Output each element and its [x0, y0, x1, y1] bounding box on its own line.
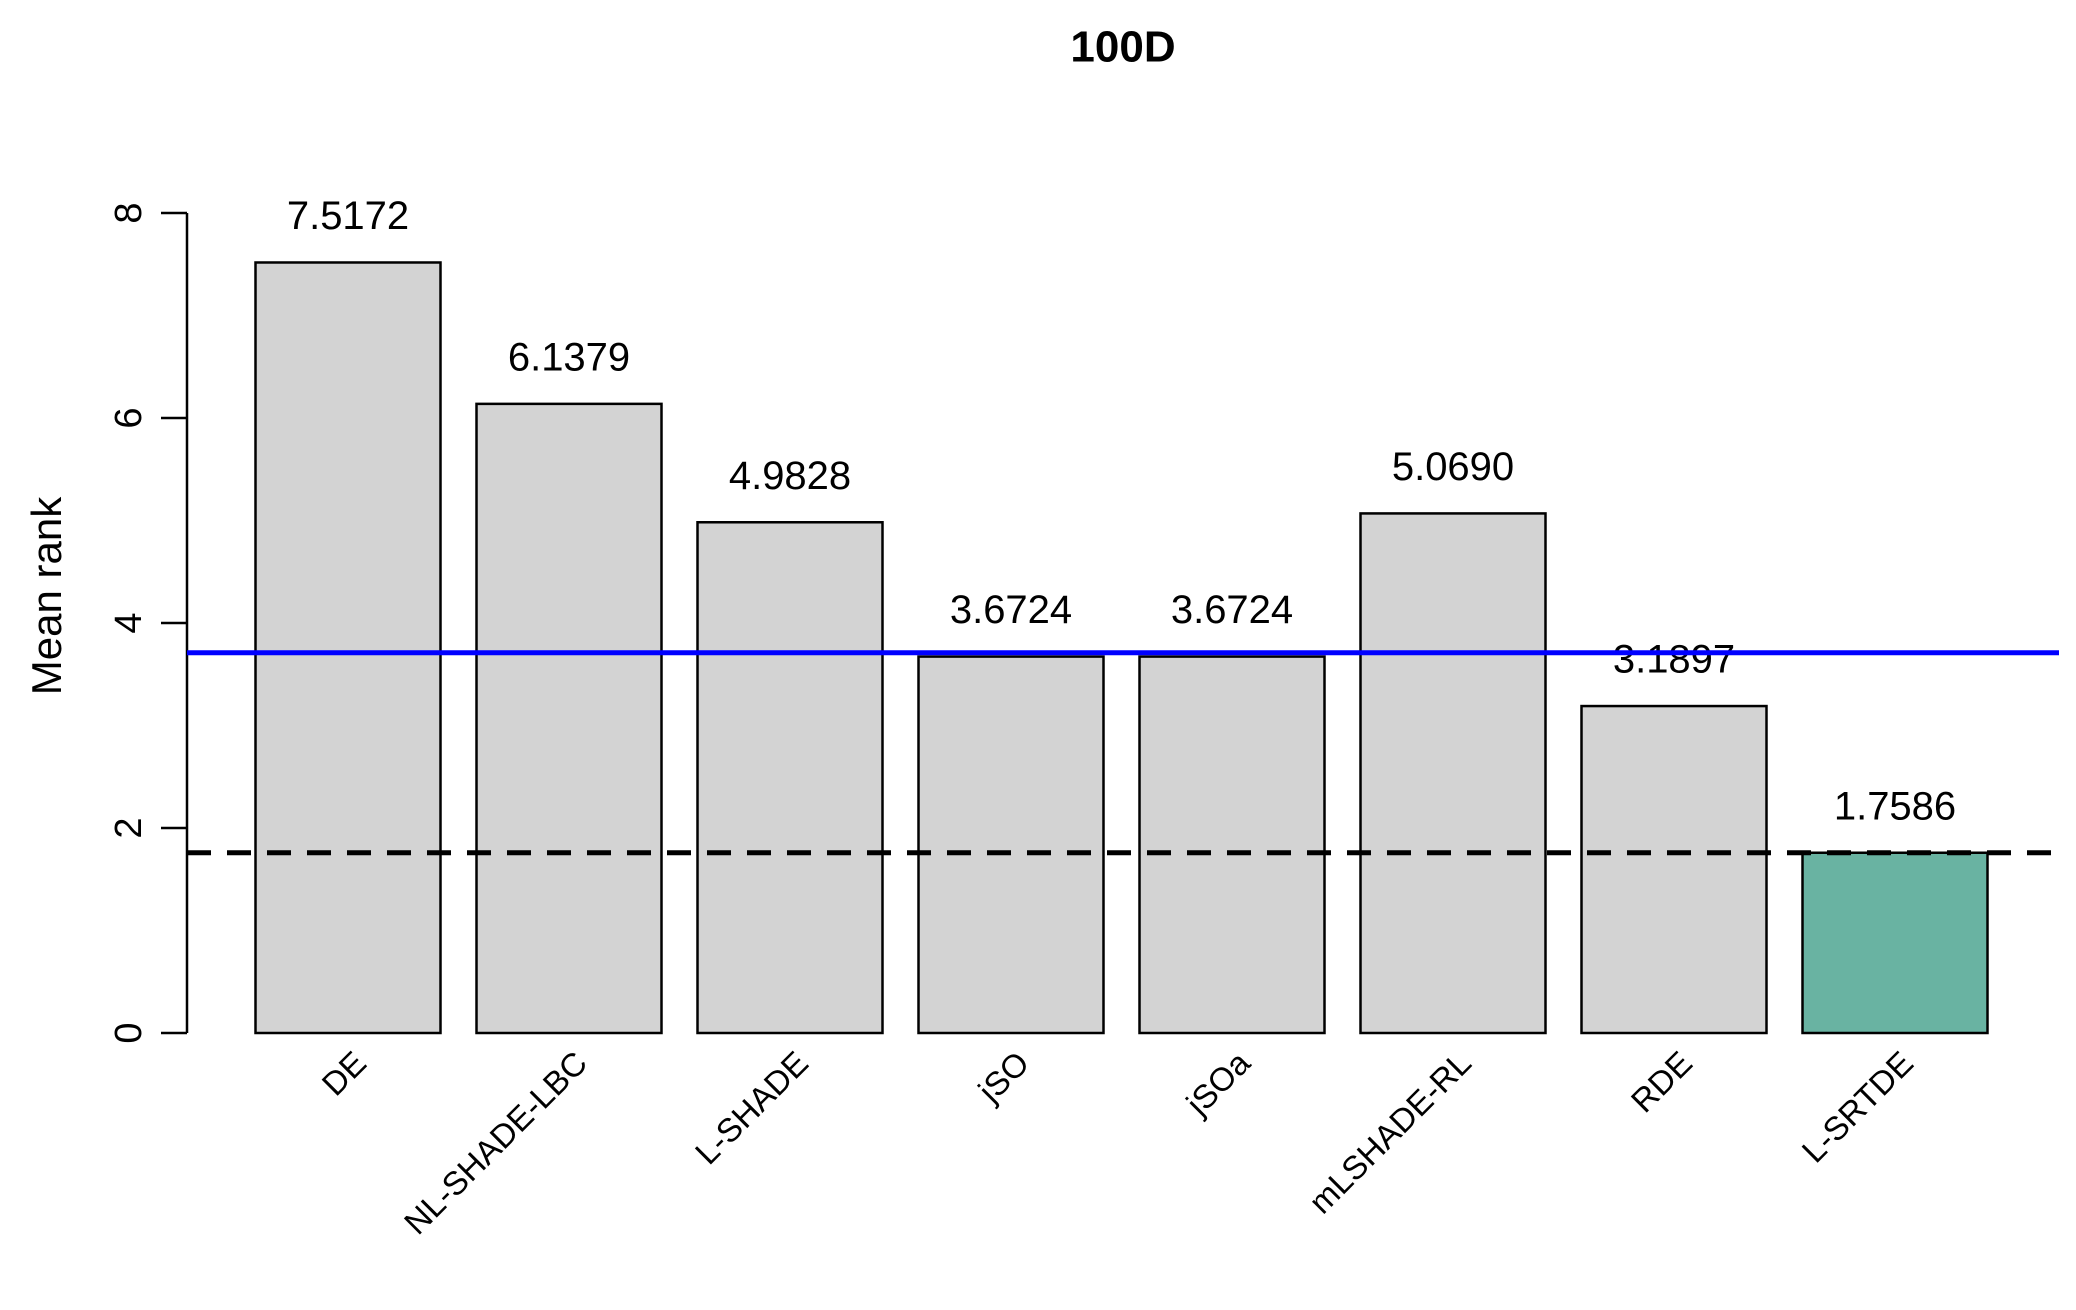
value-label: 1.7586 [1834, 784, 1956, 828]
bar [696, 521, 884, 1035]
y-tick-label: 2 [108, 817, 150, 838]
x-tick-label: L-SHADE [688, 1044, 815, 1171]
bar [1138, 655, 1326, 1035]
x-tick-label: NL-SHADE-LBC [397, 1044, 594, 1241]
x-tick-label: jSO [970, 1044, 1036, 1110]
value-label: 3.6724 [1171, 588, 1293, 632]
x-tick-label: mLSHADE-RL [1302, 1044, 1479, 1221]
value-label: 4.9828 [729, 454, 851, 498]
x-tick-label: L-SRTDE [1795, 1044, 1921, 1170]
y-tick-label: 0 [108, 1022, 150, 1043]
value-label: 3.6724 [950, 588, 1072, 632]
value-label: 7.5172 [287, 194, 409, 238]
bar [1359, 512, 1547, 1035]
bar [475, 402, 663, 1035]
x-tick-label: RDE [1624, 1044, 1699, 1119]
value-label: 6.1379 [508, 335, 630, 379]
bar [254, 261, 442, 1035]
value-label: 5.0690 [1392, 445, 1514, 489]
bar [1580, 704, 1768, 1035]
y-tick-label: 8 [108, 202, 150, 223]
bar [1801, 851, 1989, 1035]
bar [917, 655, 1105, 1035]
chart-title: 100D [1070, 23, 1175, 72]
y-tick-label: 6 [108, 407, 150, 428]
x-tick-label: jSOa [1178, 1044, 1257, 1123]
x-tick-label: DE [315, 1044, 374, 1103]
y-axis-label: Mean rank [23, 496, 70, 695]
y-tick-label: 4 [108, 612, 150, 633]
value-label: 3.1897 [1613, 638, 1735, 682]
